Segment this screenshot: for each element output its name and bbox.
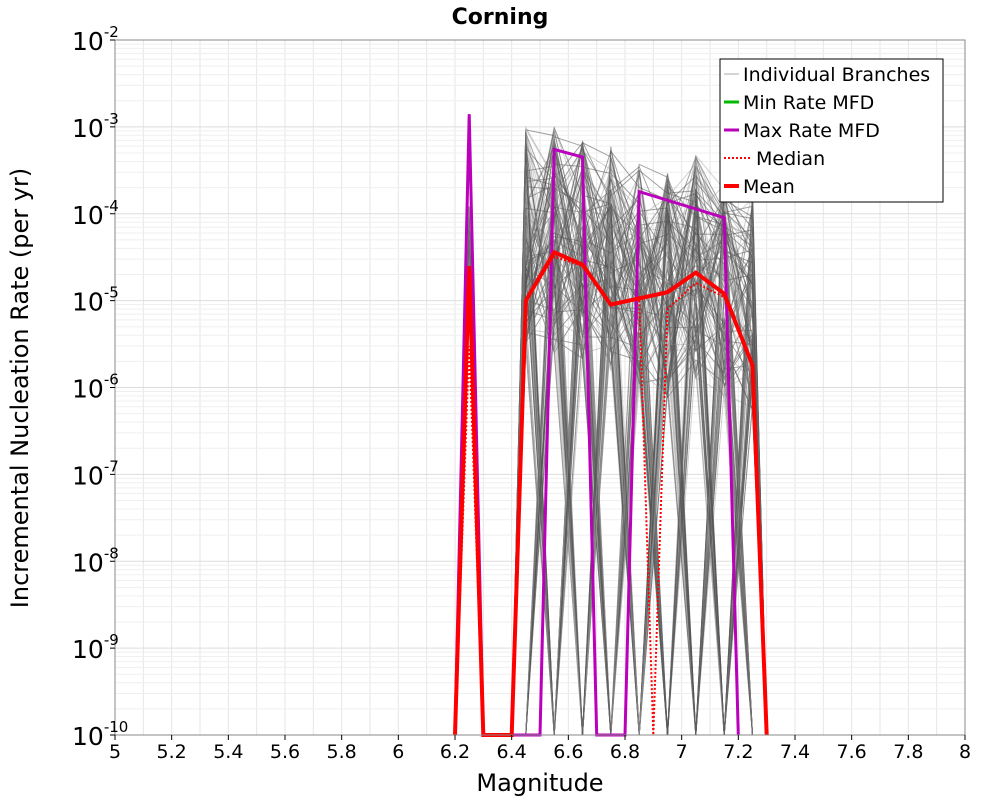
legend-item: Individual Branches	[724, 64, 930, 86]
legend-box	[719, 58, 944, 203]
legend-label: Individual Branches	[743, 64, 930, 86]
y-tick-label: 10-9	[72, 631, 119, 664]
individual-branches	[454, 125, 768, 736]
legend-label: Max Rate MFD	[743, 120, 880, 142]
x-tick-label: 6.4	[497, 741, 527, 763]
branch-line	[511, 262, 767, 736]
x-tick-label: 6.6	[553, 741, 583, 763]
x-tick-label: 5.4	[213, 741, 243, 763]
legend-item: Mean	[724, 176, 795, 198]
legend-label: Mean	[743, 176, 795, 198]
y-tick-label: 10-4	[72, 197, 119, 230]
legend-item: Min Rate MFD	[724, 92, 874, 114]
y-tick-label: 10-6	[72, 371, 119, 404]
x-tick-label: 7.8	[893, 741, 923, 763]
x-tick-label: 6	[392, 741, 404, 763]
x-tick-label: 7.4	[780, 741, 810, 763]
x-tick-label: 5.6	[270, 741, 300, 763]
legend-label: Min Rate MFD	[743, 92, 874, 114]
legend-item: Median	[724, 148, 825, 170]
legend-item: Max Rate MFD	[724, 120, 880, 142]
legend: Individual Branches Min Rate MFD Max Rate …	[719, 58, 944, 203]
y-tick-label: 10-8	[72, 544, 119, 577]
branch-line	[511, 165, 768, 736]
x-tick-label: 6.2	[440, 741, 470, 763]
y-tick-label: 10-7	[72, 457, 119, 490]
legend-label: Median	[756, 148, 825, 170]
chart-title: Corning	[452, 5, 549, 30]
x-tick-label: 6.8	[610, 741, 640, 763]
x-tick-label: 5	[109, 741, 121, 763]
x-tick-label: 7.2	[723, 741, 753, 763]
x-tick-label: 7.6	[837, 741, 867, 763]
branch-line	[511, 145, 767, 736]
x-axis-label: Magnitude	[476, 769, 603, 797]
series-median-line	[454, 255, 768, 736]
branch-line	[511, 179, 768, 736]
y-tick-label: 10-3	[72, 110, 119, 143]
y-tick-label: 10-2	[72, 23, 119, 56]
branch-line	[511, 159, 768, 736]
x-tick-label: 5.8	[327, 741, 357, 763]
x-tick-label: 7	[676, 741, 688, 763]
x-tick-label: 5.2	[157, 741, 187, 763]
x-tick-label: 8	[959, 741, 971, 763]
x-axis-ticks: 5 5.2 5.4 5.6 5.8 6 6.2 6.4 6.6 6.8 7 7.2 7.4 7.6 7.8 8	[109, 735, 971, 763]
y-axis-label: Incremental Nucleation Rate (per yr)	[6, 168, 34, 608]
y-tick-label: 10-5	[72, 284, 119, 317]
